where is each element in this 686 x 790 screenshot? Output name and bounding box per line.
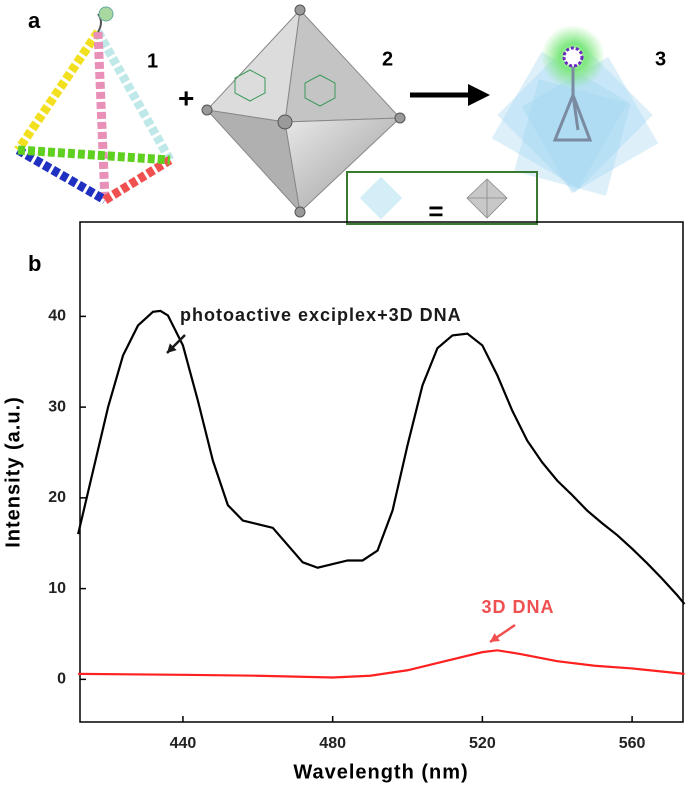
y-tick-label: 10	[48, 580, 66, 597]
annotation-arrowhead	[167, 343, 177, 353]
equals: =	[428, 196, 443, 226]
item-label: 2	[382, 48, 393, 70]
legend-box	[346, 171, 538, 225]
item-label: 1	[147, 50, 158, 72]
dna-tetrahedron	[14, 6, 174, 204]
annotation: 3D DNA	[481, 597, 554, 617]
x-tick-label: 440	[170, 735, 197, 752]
assembly	[491, 25, 659, 196]
y-tick-label: 20	[48, 489, 66, 506]
octahedron	[201, 4, 406, 218]
plot-frame	[79, 221, 684, 723]
chart: b Wavelength (nm) Intensity (a.u.) 440 48…	[2, 221, 686, 783]
x-axis-label: Wavelength (nm)	[293, 761, 468, 783]
reaction-arrow	[410, 84, 490, 106]
panel-label: a	[28, 8, 41, 33]
data-line	[77, 309, 686, 605]
y-tick-label: 40	[48, 308, 66, 325]
item-label: 3	[655, 48, 666, 70]
plus: +	[178, 82, 194, 113]
x-tick-label: 520	[469, 735, 496, 752]
data-line	[78, 649, 685, 679]
x-tick-label: 480	[319, 735, 346, 752]
x-tick-label: 560	[619, 735, 646, 752]
y-axis-label: Intensity (a.u.)	[2, 396, 24, 548]
panel-label: b	[28, 251, 41, 276]
y-tick-label: 0	[57, 671, 66, 688]
annotation-arrowhead	[490, 633, 500, 642]
panel-a: a 1 + 2	[14, 4, 666, 226]
annotation: photoactive exciplex+3D DNA	[180, 305, 462, 325]
y-tick-label: 30	[48, 398, 66, 415]
